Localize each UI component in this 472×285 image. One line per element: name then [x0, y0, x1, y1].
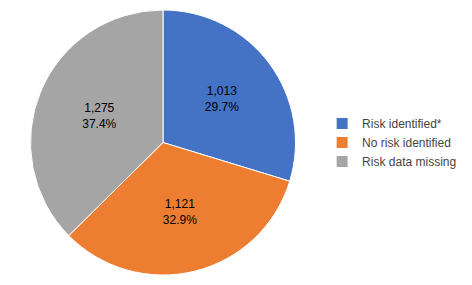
svg-text:1,12132.9%: 1,12132.9% — [163, 197, 197, 227]
svg-text:1,27537.4%: 1,27537.4% — [82, 101, 116, 131]
svg-text:1,01329.7%: 1,01329.7% — [205, 84, 239, 114]
svg-text:Risk identified*: Risk identified* — [362, 117, 442, 131]
svg-text:No risk identified: No risk identified — [362, 136, 451, 150]
svg-text:Risk data missing: Risk data missing — [362, 155, 456, 169]
